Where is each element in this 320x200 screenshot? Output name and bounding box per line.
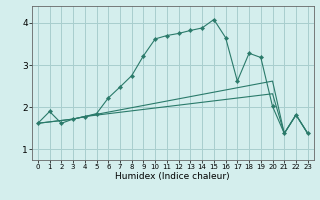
X-axis label: Humidex (Indice chaleur): Humidex (Indice chaleur)	[116, 172, 230, 181]
